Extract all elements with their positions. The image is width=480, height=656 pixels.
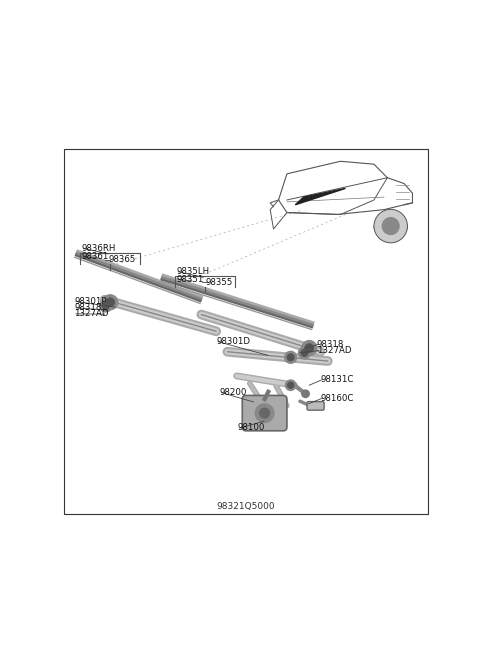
FancyBboxPatch shape — [307, 401, 324, 410]
Circle shape — [100, 300, 112, 312]
Text: 98100: 98100 — [238, 424, 265, 432]
Text: 9836RH: 9836RH — [82, 244, 116, 253]
FancyBboxPatch shape — [242, 396, 287, 431]
Circle shape — [106, 298, 114, 306]
Text: 98200: 98200 — [220, 388, 247, 397]
Circle shape — [288, 382, 294, 388]
Circle shape — [302, 340, 317, 356]
Text: 98131C: 98131C — [321, 375, 354, 384]
Circle shape — [103, 295, 118, 310]
Circle shape — [286, 380, 296, 390]
Text: 98318: 98318 — [317, 340, 344, 349]
Text: 98355: 98355 — [206, 277, 233, 287]
Text: 1327AD: 1327AD — [74, 309, 108, 318]
Circle shape — [299, 347, 311, 359]
Text: 98321Q5000: 98321Q5000 — [216, 502, 276, 512]
Text: 98301P: 98301P — [74, 297, 107, 306]
Circle shape — [288, 354, 294, 361]
Circle shape — [302, 390, 309, 398]
Circle shape — [305, 344, 313, 352]
Text: 9835LH: 9835LH — [177, 267, 210, 276]
Circle shape — [260, 408, 269, 418]
Text: 98351: 98351 — [177, 275, 204, 283]
Circle shape — [285, 352, 297, 363]
Circle shape — [383, 218, 399, 234]
Circle shape — [102, 302, 109, 310]
Polygon shape — [295, 188, 346, 205]
Text: 98301D: 98301D — [216, 337, 250, 346]
Circle shape — [374, 209, 408, 243]
Circle shape — [255, 404, 274, 422]
Text: 98365: 98365 — [108, 255, 136, 264]
Circle shape — [301, 350, 308, 356]
Text: 98160C: 98160C — [321, 394, 354, 403]
Text: 1327AD: 1327AD — [317, 346, 351, 355]
Text: 98318: 98318 — [74, 303, 101, 312]
Text: 98361: 98361 — [82, 253, 109, 261]
